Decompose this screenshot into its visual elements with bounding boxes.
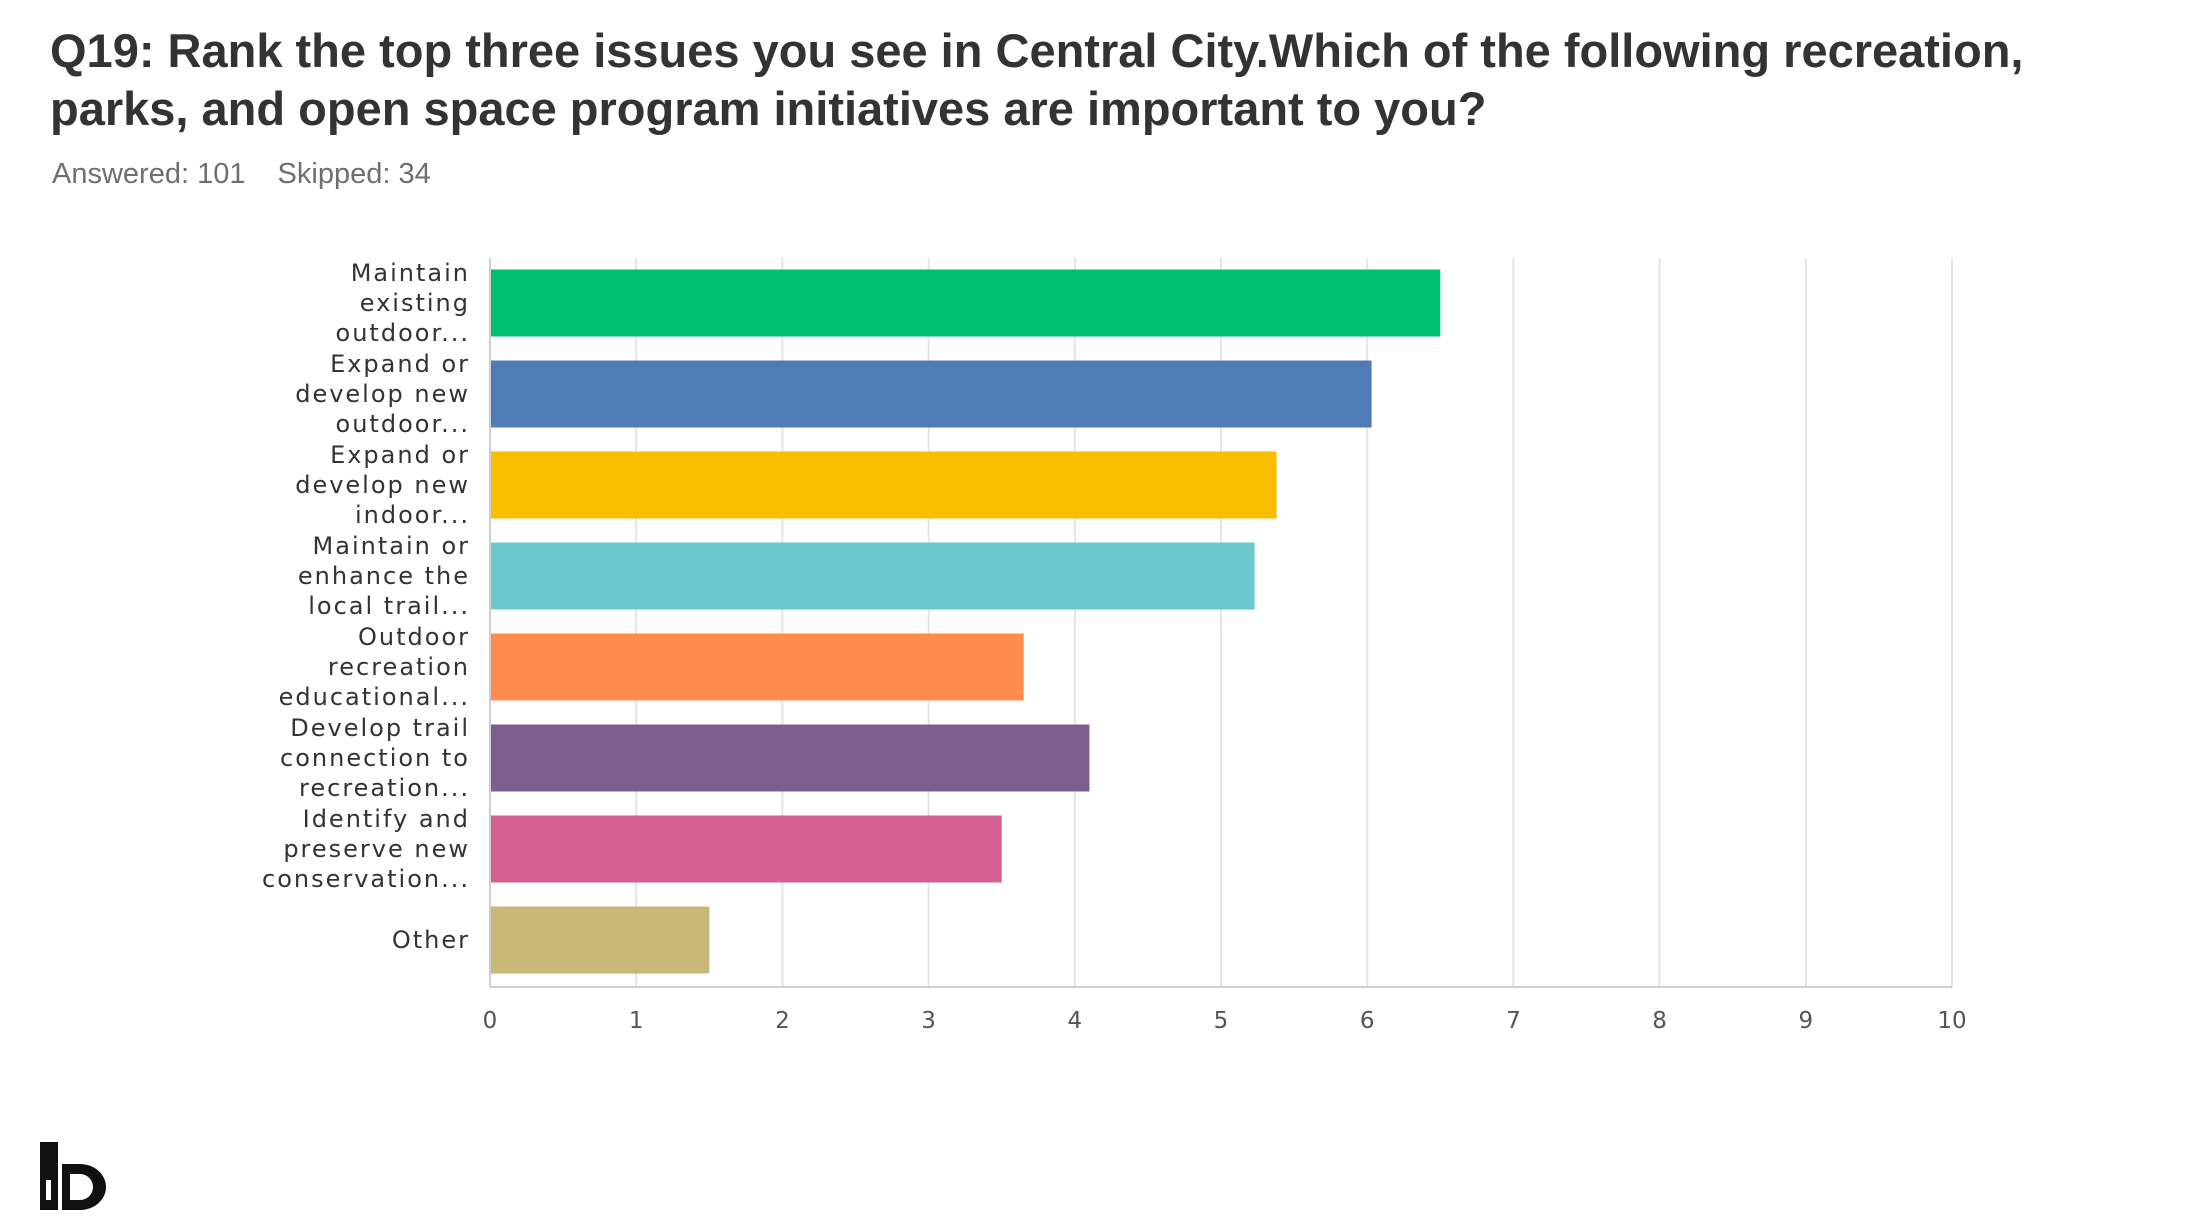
x-tick-label: 6	[1360, 1008, 1375, 1034]
category-label-line: educational...	[279, 683, 470, 711]
category-label-line: conservation...	[262, 865, 470, 893]
category-label-line: enhance the	[298, 562, 470, 590]
category-label: Other	[392, 926, 470, 954]
x-tick-label: 0	[483, 1008, 498, 1034]
ib-logo-icon	[40, 1142, 106, 1210]
category-label: Develop trail connection to recreation...	[280, 714, 470, 802]
category-label-line: Expand or	[330, 441, 470, 469]
category-label-line: Develop trail	[290, 714, 470, 742]
category-label: Outdoor recreation educational...	[279, 623, 470, 711]
bar	[491, 269, 1441, 337]
tick-labels: 0 1 2 3 4 5 6 7 8 9 10	[483, 1008, 1967, 1034]
x-tick-label: 5	[1214, 1008, 1229, 1034]
bars	[491, 269, 1441, 974]
x-tick-label: 9	[1798, 1008, 1813, 1034]
x-tick-label: 1	[629, 1008, 644, 1034]
category-label: Maintain or enhance the local trail...	[298, 532, 470, 620]
category-label: Expand or develop new indoor...	[295, 441, 470, 529]
x-tick-label: 3	[921, 1008, 936, 1034]
category-label-line: connection to	[280, 744, 470, 772]
x-tick-label: 8	[1652, 1008, 1667, 1034]
bar	[491, 724, 1090, 792]
bar	[491, 542, 1255, 610]
category-label-line: outdoor...	[336, 410, 470, 438]
x-tick-label: 7	[1506, 1008, 1521, 1034]
category-label-line: develop new	[295, 380, 470, 408]
x-tick-label: 10	[1937, 1008, 1966, 1034]
category-label-line: Other	[392, 926, 470, 954]
category-label-line: Expand or	[330, 350, 470, 378]
answered-count: Answered: 101	[52, 158, 246, 190]
category-label: Maintain existing outdoor...	[336, 259, 470, 347]
category-label-line: develop new	[295, 471, 470, 499]
category-label: Expand or develop new outdoor...	[295, 350, 470, 438]
x-tick-label: 2	[775, 1008, 790, 1034]
category-labels: Maintain existing outdoor...Expand or devel…	[262, 259, 470, 954]
bar	[491, 360, 1372, 428]
category-label-line: Maintain	[351, 259, 470, 287]
x-tick-label: 4	[1067, 1008, 1082, 1034]
category-label-line: local trail...	[308, 592, 470, 620]
category-label-line: recreation...	[299, 774, 470, 802]
category-label-line: Outdoor	[358, 623, 470, 651]
category-label: Identify and preserve new conservation...	[262, 805, 470, 893]
bar	[491, 815, 1002, 883]
bar	[491, 633, 1024, 701]
category-label-line: recreation	[328, 653, 470, 681]
bar-chart: Maintain existing outdoor...Expand or devel…	[262, 258, 1967, 1034]
bar	[491, 451, 1277, 519]
bar	[491, 906, 710, 974]
response-stats: Answered: 101 Skipped: 34	[52, 158, 455, 191]
category-label-line: indoor...	[355, 501, 470, 529]
category-label-line: preserve new	[283, 835, 470, 863]
category-label-line: existing	[360, 289, 470, 317]
skipped-count: Skipped: 34	[277, 158, 431, 190]
axes	[489, 258, 1952, 988]
category-label-line: Maintain or	[313, 532, 470, 560]
page-title: Q19: Rank the top three issues you see i…	[50, 24, 2024, 135]
category-label-line: Identify and	[303, 805, 470, 833]
category-label-line: outdoor...	[336, 319, 470, 347]
